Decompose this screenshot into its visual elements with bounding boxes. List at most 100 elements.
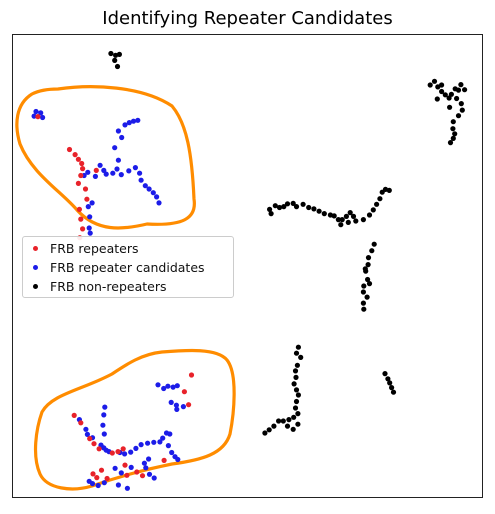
point-frb-repeaters: [120, 446, 126, 452]
point-frb-non-repeaters: [366, 281, 373, 287]
point-frb-non-repeaters: [293, 204, 300, 210]
point-frb-repeater-candidates: [87, 214, 93, 220]
point-frb-non-repeaters: [339, 217, 345, 223]
point-frb-repeaters: [80, 166, 86, 172]
legend: FRB repeaters FRB repeater candidates FR…: [22, 236, 234, 298]
point-frb-repeater-candidates: [174, 383, 180, 389]
point-frb-non-repeaters: [295, 421, 301, 427]
point-frb-non-repeaters: [286, 417, 292, 423]
legend-label-repeaters: FRB repeaters: [50, 241, 139, 256]
point-frb-non-repeaters: [459, 107, 465, 113]
point-frb-repeater-candidates: [138, 442, 144, 448]
point-frb-non-repeaters: [450, 135, 456, 141]
point-frb-repeaters: [75, 180, 81, 186]
point-frb-repeater-candidates: [154, 194, 160, 200]
point-frb-repeaters: [72, 152, 78, 158]
point-frb-repeater-candidates: [161, 385, 167, 392]
point-frb-repeaters: [96, 446, 102, 452]
point-frb-non-repeaters: [266, 427, 272, 433]
point-frb-non-repeaters: [292, 368, 299, 374]
legend-item-non-repeaters: FRB non-repeaters: [23, 277, 233, 296]
point-frb-non-repeaters: [316, 208, 322, 214]
point-frb-repeater-candidates: [97, 162, 103, 168]
point-frb-non-repeaters: [447, 104, 453, 110]
point-frb-non-repeaters: [382, 371, 388, 377]
point-frb-repeater-candidates: [173, 402, 179, 408]
point-frb-repeaters: [90, 471, 96, 477]
point-frb-repeater-candidates: [95, 482, 101, 489]
legend-item-candidates: FRB repeater candidates: [23, 258, 233, 277]
point-frb-non-repeaters: [365, 255, 372, 261]
point-frb-repeaters: [188, 372, 195, 378]
point-frb-non-repeaters: [360, 289, 366, 295]
point-frb-repeaters: [71, 412, 77, 418]
point-frb-repeaters: [66, 146, 73, 153]
point-frb-non-repeaters: [385, 376, 391, 382]
point-frb-repeater-candidates: [38, 110, 44, 116]
point-frb-non-repeaters: [295, 392, 301, 398]
legend-item-repeaters: FRB repeaters: [23, 239, 233, 258]
point-frb-repeater-candidates: [174, 406, 180, 412]
point-frb-non-repeaters: [360, 217, 366, 223]
point-frb-non-repeaters: [347, 210, 353, 216]
point-frb-repeater-candidates: [128, 464, 134, 470]
point-frb-repeater-candidates: [86, 478, 92, 484]
point-frb-repeater-candidates: [126, 120, 132, 126]
point-frb-non-repeaters: [434, 96, 440, 102]
point-frb-repeater-candidates: [112, 145, 118, 151]
point-frb-non-repeaters: [108, 50, 114, 57]
point-frb-repeaters: [75, 156, 81, 162]
point-frb-non-repeaters: [272, 203, 278, 209]
point-frb-non-repeaters: [112, 57, 118, 63]
point-frb-repeater-candidates: [85, 204, 91, 210]
point-frb-non-repeaters: [439, 82, 445, 88]
point-frb-non-repeaters: [291, 381, 297, 387]
point-frb-repeaters: [76, 206, 82, 212]
point-frb-repeaters: [104, 475, 110, 482]
point-frb-non-repeaters: [293, 398, 300, 405]
point-frb-repeater-candidates: [84, 431, 90, 437]
point-frb-repeater-candidates: [89, 200, 95, 206]
point-frb-repeater-candidates: [118, 172, 124, 178]
point-frb-repeater-candidates: [146, 471, 153, 477]
point-frb-repeater-candidates: [31, 113, 37, 119]
point-frb-non-repeaters: [293, 374, 299, 380]
point-frb-non-repeaters: [293, 350, 300, 356]
point-frb-repeater-candidates: [130, 118, 137, 124]
data-points: [31, 50, 468, 491]
point-frb-repeater-candidates: [157, 439, 163, 445]
point-frb-repeater-candidates: [101, 167, 107, 173]
point-frb-non-repeaters: [364, 294, 370, 300]
point-frb-repeater-candidates: [100, 422, 106, 428]
point-frb-non-repeaters: [290, 200, 296, 206]
point-frb-non-repeaters: [450, 126, 456, 132]
point-frb-repeaters: [82, 186, 89, 192]
point-frb-non-repeaters: [335, 217, 341, 223]
legend-marker-repeaters: [33, 246, 38, 251]
point-frb-repeaters: [87, 436, 93, 442]
point-frb-repeater-candidates: [119, 134, 125, 141]
point-frb-repeaters: [98, 467, 105, 473]
point-frb-repeater-candidates: [101, 431, 107, 437]
point-frb-repeater-candidates: [151, 475, 157, 481]
point-frb-repeater-candidates: [112, 465, 118, 471]
point-frb-repeater-candidates: [114, 166, 120, 172]
point-frb-repeater-candidates: [85, 169, 91, 175]
point-frb-non-repeaters: [290, 426, 296, 432]
point-frb-repeaters: [122, 462, 128, 468]
point-frb-repeater-candidates: [103, 171, 109, 177]
point-frb-non-repeaters: [361, 306, 367, 312]
point-frb-repeater-candidates: [138, 177, 144, 183]
point-frb-non-repeaters: [311, 206, 317, 212]
point-frb-non-repeaters: [374, 201, 380, 207]
point-frb-non-repeaters: [431, 78, 438, 84]
lower-cluster-outline: [33, 348, 236, 491]
point-frb-non-repeaters: [377, 196, 383, 202]
series-frb-repeater-candidates: [31, 108, 186, 491]
point-frb-non-repeaters: [365, 262, 371, 268]
point-frb-non-repeaters: [452, 131, 458, 137]
point-frb-repeaters: [80, 226, 86, 232]
point-frb-repeater-candidates: [115, 157, 121, 163]
scatter-plot: [15, 50, 468, 491]
point-frb-repeaters: [78, 172, 84, 179]
